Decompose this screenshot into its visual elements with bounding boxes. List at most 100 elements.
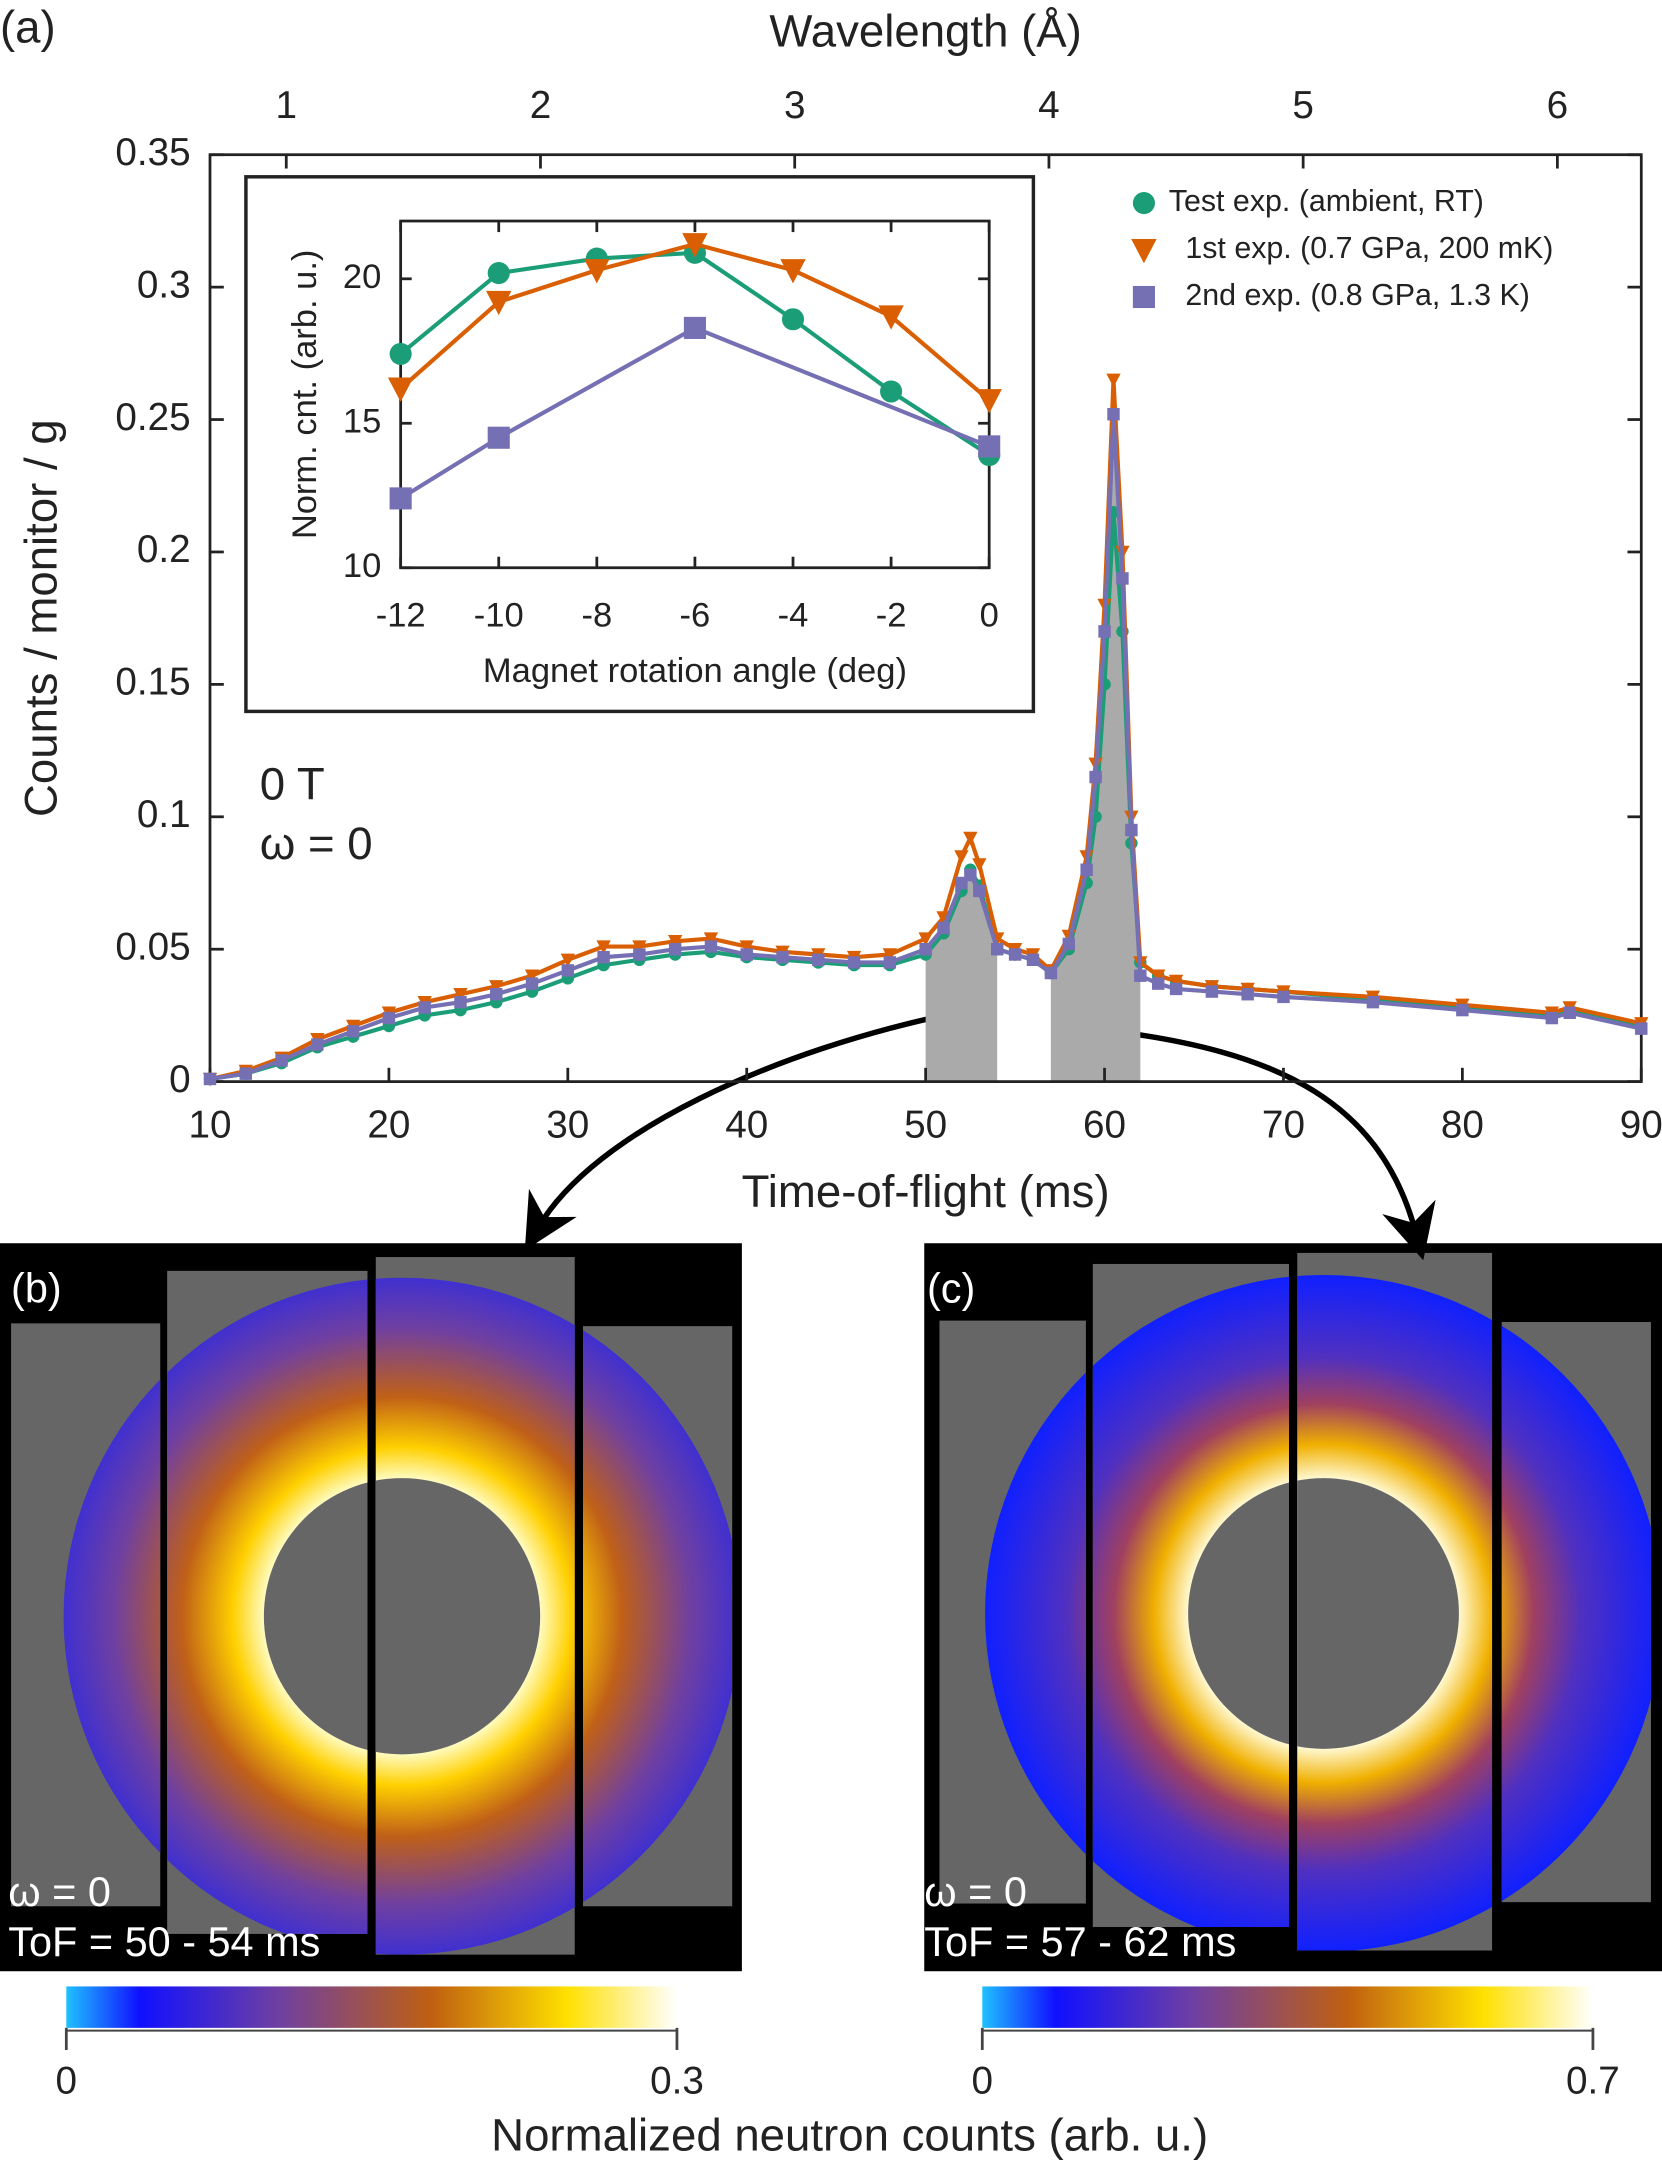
x-tick-label: -6: [680, 597, 711, 635]
y-tick-label: 0.35: [115, 131, 190, 174]
point: [976, 389, 1002, 414]
point: [597, 950, 610, 964]
panel-label: (a): [0, 1, 56, 52]
detector-image-b: [0, 1243, 742, 1972]
x2-tick-label: 5: [1292, 84, 1314, 127]
x-tick-label: -4: [778, 597, 809, 635]
x2-tick-label: 4: [1038, 84, 1060, 127]
point: [453, 988, 468, 1002]
point: [389, 487, 412, 510]
colorbar-tick-label: 0.3: [650, 2059, 704, 2102]
point: [486, 290, 512, 316]
point: [1205, 985, 1219, 998]
point: [883, 956, 897, 969]
point: [919, 942, 932, 956]
point: [878, 305, 904, 330]
point: [990, 942, 1004, 956]
point: [1026, 953, 1040, 967]
point: [1134, 969, 1147, 982]
x-tick-label: -2: [876, 597, 907, 635]
y-tick-label: 10: [343, 547, 381, 585]
point: [1008, 948, 1022, 961]
annotation: ToF = 50 - 54 ms: [8, 1918, 320, 1965]
point: [490, 988, 503, 1001]
point: [632, 940, 647, 955]
colorbar: [982, 1986, 1593, 2028]
x-tick-label: 70: [1262, 1103, 1305, 1146]
point: [239, 1067, 252, 1080]
point: [1106, 373, 1121, 388]
point: [781, 308, 805, 331]
point: [972, 858, 987, 872]
x-axis-label: Time-of-flight (ms): [742, 1166, 1110, 1217]
point: [1169, 982, 1183, 996]
point: [1152, 977, 1165, 990]
colorbar-tick-label: 0: [972, 2059, 994, 2102]
point: [387, 377, 414, 402]
annotation: ω = 0: [8, 1868, 111, 1915]
x-tick-label: 50: [904, 1103, 947, 1146]
x-tick-label: 80: [1441, 1103, 1484, 1146]
inset-frame: [244, 175, 1036, 714]
point: [812, 953, 825, 967]
point: [487, 426, 510, 449]
annotation: 0 T: [260, 758, 325, 809]
x-tick-label: 20: [367, 1103, 410, 1146]
point: [1151, 969, 1166, 984]
point: [740, 948, 753, 961]
panel-label: (c): [927, 1265, 975, 1312]
point: [880, 380, 903, 403]
point: [1241, 988, 1254, 1001]
point: [346, 1025, 360, 1038]
point: [203, 1072, 217, 1086]
x-tick-label: 10: [188, 1103, 231, 1146]
point: [596, 940, 611, 955]
point: [954, 850, 969, 864]
y-tick-label: 0.15: [115, 661, 190, 704]
y-tick-label: 0.1: [137, 793, 191, 836]
x2-axis-label: Wavelength (Å): [769, 6, 1081, 57]
y-tick-label: 15: [343, 402, 381, 440]
point: [275, 1054, 288, 1067]
y-axis-label: Counts / monitor / g: [15, 419, 66, 817]
point: [963, 831, 978, 846]
series-line: [399, 325, 990, 501]
point: [1098, 625, 1111, 638]
point: [1131, 238, 1157, 264]
point: [560, 953, 575, 968]
x-axis-label: Magnet rotation angle (deg): [483, 652, 907, 690]
point: [1044, 966, 1058, 980]
point: [1168, 974, 1184, 989]
x2-tick-label: 3: [784, 84, 806, 127]
legend-label: Test exp. (ambient, RT): [1169, 184, 1484, 218]
point: [739, 940, 754, 955]
annotation: ToF = 57 - 62 ms: [924, 1918, 1236, 1965]
y-tick-label: 20: [343, 258, 381, 296]
point: [668, 942, 682, 956]
arrow: [524, 1009, 958, 1251]
point: [703, 932, 719, 947]
colorbar-tick-label: 0: [56, 2059, 78, 2102]
point: [776, 950, 789, 964]
point: [1366, 995, 1380, 1009]
point: [311, 1038, 324, 1051]
point: [454, 995, 467, 1009]
point: [1635, 1022, 1648, 1035]
point: [937, 921, 950, 935]
colorbar-tick-label: 0.7: [1566, 2059, 1620, 2102]
point: [1080, 863, 1093, 876]
panel-label: (b): [11, 1265, 62, 1312]
x2-tick-label: 6: [1547, 84, 1569, 127]
point: [418, 1001, 431, 1014]
y-tick-label: 0.2: [137, 528, 191, 571]
y-tick-label: 0: [169, 1058, 191, 1101]
x-tick-label: 60: [1083, 1103, 1126, 1146]
point: [780, 259, 806, 284]
colorbar-label: Normalized neutron counts (arb. u.): [491, 2109, 1208, 2160]
point: [918, 932, 933, 947]
y-tick-label: 0.25: [115, 396, 190, 439]
colorbar: [66, 1986, 677, 2028]
point: [1062, 937, 1075, 951]
point: [978, 435, 1001, 458]
